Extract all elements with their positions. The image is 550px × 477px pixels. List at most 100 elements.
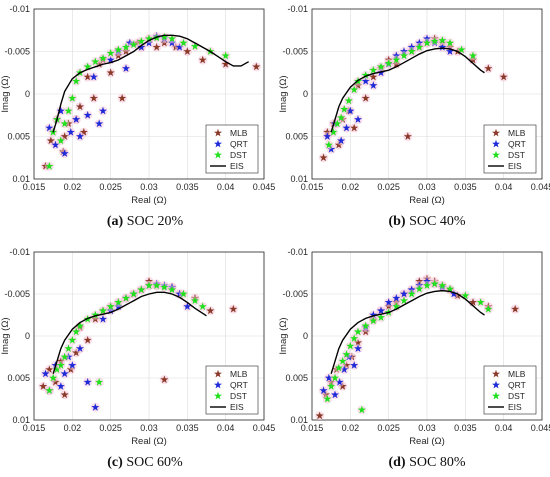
point-qrt <box>72 115 81 123</box>
point-dst <box>324 140 333 149</box>
point-dst <box>446 38 454 47</box>
point-mlb <box>198 55 207 64</box>
x-tick-label: 0.035 <box>176 182 199 192</box>
x-tick-label: 0.02 <box>64 423 82 433</box>
point-qrt <box>392 51 401 60</box>
line-eis <box>330 289 485 375</box>
y-tick-label: 0.005 <box>285 132 308 142</box>
point-dst <box>342 350 351 358</box>
point-dst <box>137 37 146 45</box>
point-dst <box>198 302 207 310</box>
point-mlb <box>60 390 69 399</box>
point-dst <box>446 284 454 293</box>
point-qrt <box>354 344 362 352</box>
legend-box <box>205 365 259 415</box>
x-axis-label: Real (Ω) <box>131 436 167 447</box>
point-dst <box>392 302 401 310</box>
y-tick-label: -0.01 <box>9 4 30 14</box>
point-qrt <box>95 119 104 128</box>
point-qrt <box>369 81 378 89</box>
legend-label-mlb: MLB <box>230 369 248 379</box>
point-dst <box>337 113 346 122</box>
point-dst <box>469 51 477 60</box>
point-dst <box>361 71 370 79</box>
x-tick-label: 0.04 <box>217 423 235 433</box>
point-dst <box>338 357 347 365</box>
x-tick-label: 0.015 <box>23 182 46 192</box>
caption-text: SOC 60% <box>123 455 183 470</box>
point-dst <box>400 51 408 60</box>
point-dst <box>76 321 84 330</box>
point-mlb <box>484 64 493 72</box>
x-tick-label: 0.045 <box>531 182 550 192</box>
line-eis <box>330 47 485 133</box>
point-qrt <box>323 132 332 140</box>
point-mlb <box>403 132 412 140</box>
x-tick-label: 0.03 <box>418 182 436 192</box>
legend-label-eis: EIS <box>230 161 244 171</box>
x-axis-label: Real (Ω) <box>131 195 167 206</box>
x-tick-label: 0.015 <box>23 423 46 433</box>
x-tick-label: 0.035 <box>454 423 477 433</box>
point-mlb <box>46 136 55 145</box>
point-dst <box>72 327 81 336</box>
legend-label-eis: EIS <box>508 161 522 171</box>
y-tick-label: -0.01 <box>287 247 308 257</box>
point-qrt <box>342 123 351 132</box>
point-mlb <box>252 62 261 71</box>
legend-marker-mlb <box>492 369 500 378</box>
point-qrt <box>45 123 54 132</box>
point-mlb <box>106 68 115 77</box>
point-dst <box>476 298 485 306</box>
point-qrt <box>423 34 431 43</box>
point-dst <box>91 57 100 66</box>
legend-label-mlb: MLB <box>508 369 526 379</box>
point-dst <box>64 344 73 352</box>
point-mlb <box>511 304 520 313</box>
point-qrt <box>51 140 60 149</box>
point-qrt <box>56 382 65 390</box>
x-tick-label: 0.035 <box>454 182 477 192</box>
point-dst <box>179 38 188 47</box>
panel-soc-60: 0.015 0.02 0.025 0.03 0.035 0.04 0.045 -0.01 -0.… <box>0 247 275 470</box>
legend-label-mlb: MLB <box>508 128 526 138</box>
point-dst <box>423 281 431 289</box>
point-dst <box>72 77 81 85</box>
point-mlb <box>350 123 359 132</box>
point-qrt <box>76 344 84 352</box>
caption-letter: (a) <box>107 214 124 229</box>
point-dst <box>484 304 493 313</box>
point-dst <box>160 32 169 41</box>
point-dst <box>350 334 359 342</box>
axes-frame <box>33 251 265 421</box>
x-tick-label: 0.025 <box>377 182 400 192</box>
point-dst <box>415 284 424 293</box>
x-tick-label: 0.03 <box>418 423 436 433</box>
point-dst <box>407 289 416 298</box>
panel-soc-40: 0.015 0.02 0.025 0.03 0.035 0.04 0.045 -0.01 -0.… <box>278 4 550 229</box>
legend-label-dst: DST <box>230 391 247 401</box>
point-dst <box>361 321 370 330</box>
y-axis-label: Imag (Ω) <box>0 75 11 112</box>
plot-marks <box>315 274 520 420</box>
point-qrt <box>415 38 424 47</box>
point-mlb <box>499 72 508 81</box>
point-dst <box>129 40 138 49</box>
legend-label-mlb: MLB <box>230 128 248 138</box>
caption-letter: (b) <box>388 214 405 229</box>
point-dst <box>457 45 466 54</box>
point-mlb <box>229 304 238 313</box>
legend-marker-qrt <box>492 380 500 389</box>
point-qrt <box>60 369 69 378</box>
point-dst <box>129 289 138 298</box>
point-qrt <box>400 47 408 55</box>
point-dst <box>60 352 69 361</box>
point-qrt <box>175 43 184 51</box>
point-dst <box>99 306 107 315</box>
legend-label-qrt: QRT <box>230 380 248 390</box>
point-qrt <box>331 390 339 399</box>
point-qrt <box>407 43 416 51</box>
legend-box <box>483 365 537 415</box>
legend-marker-dst <box>492 391 500 400</box>
point-mlb <box>56 357 65 365</box>
